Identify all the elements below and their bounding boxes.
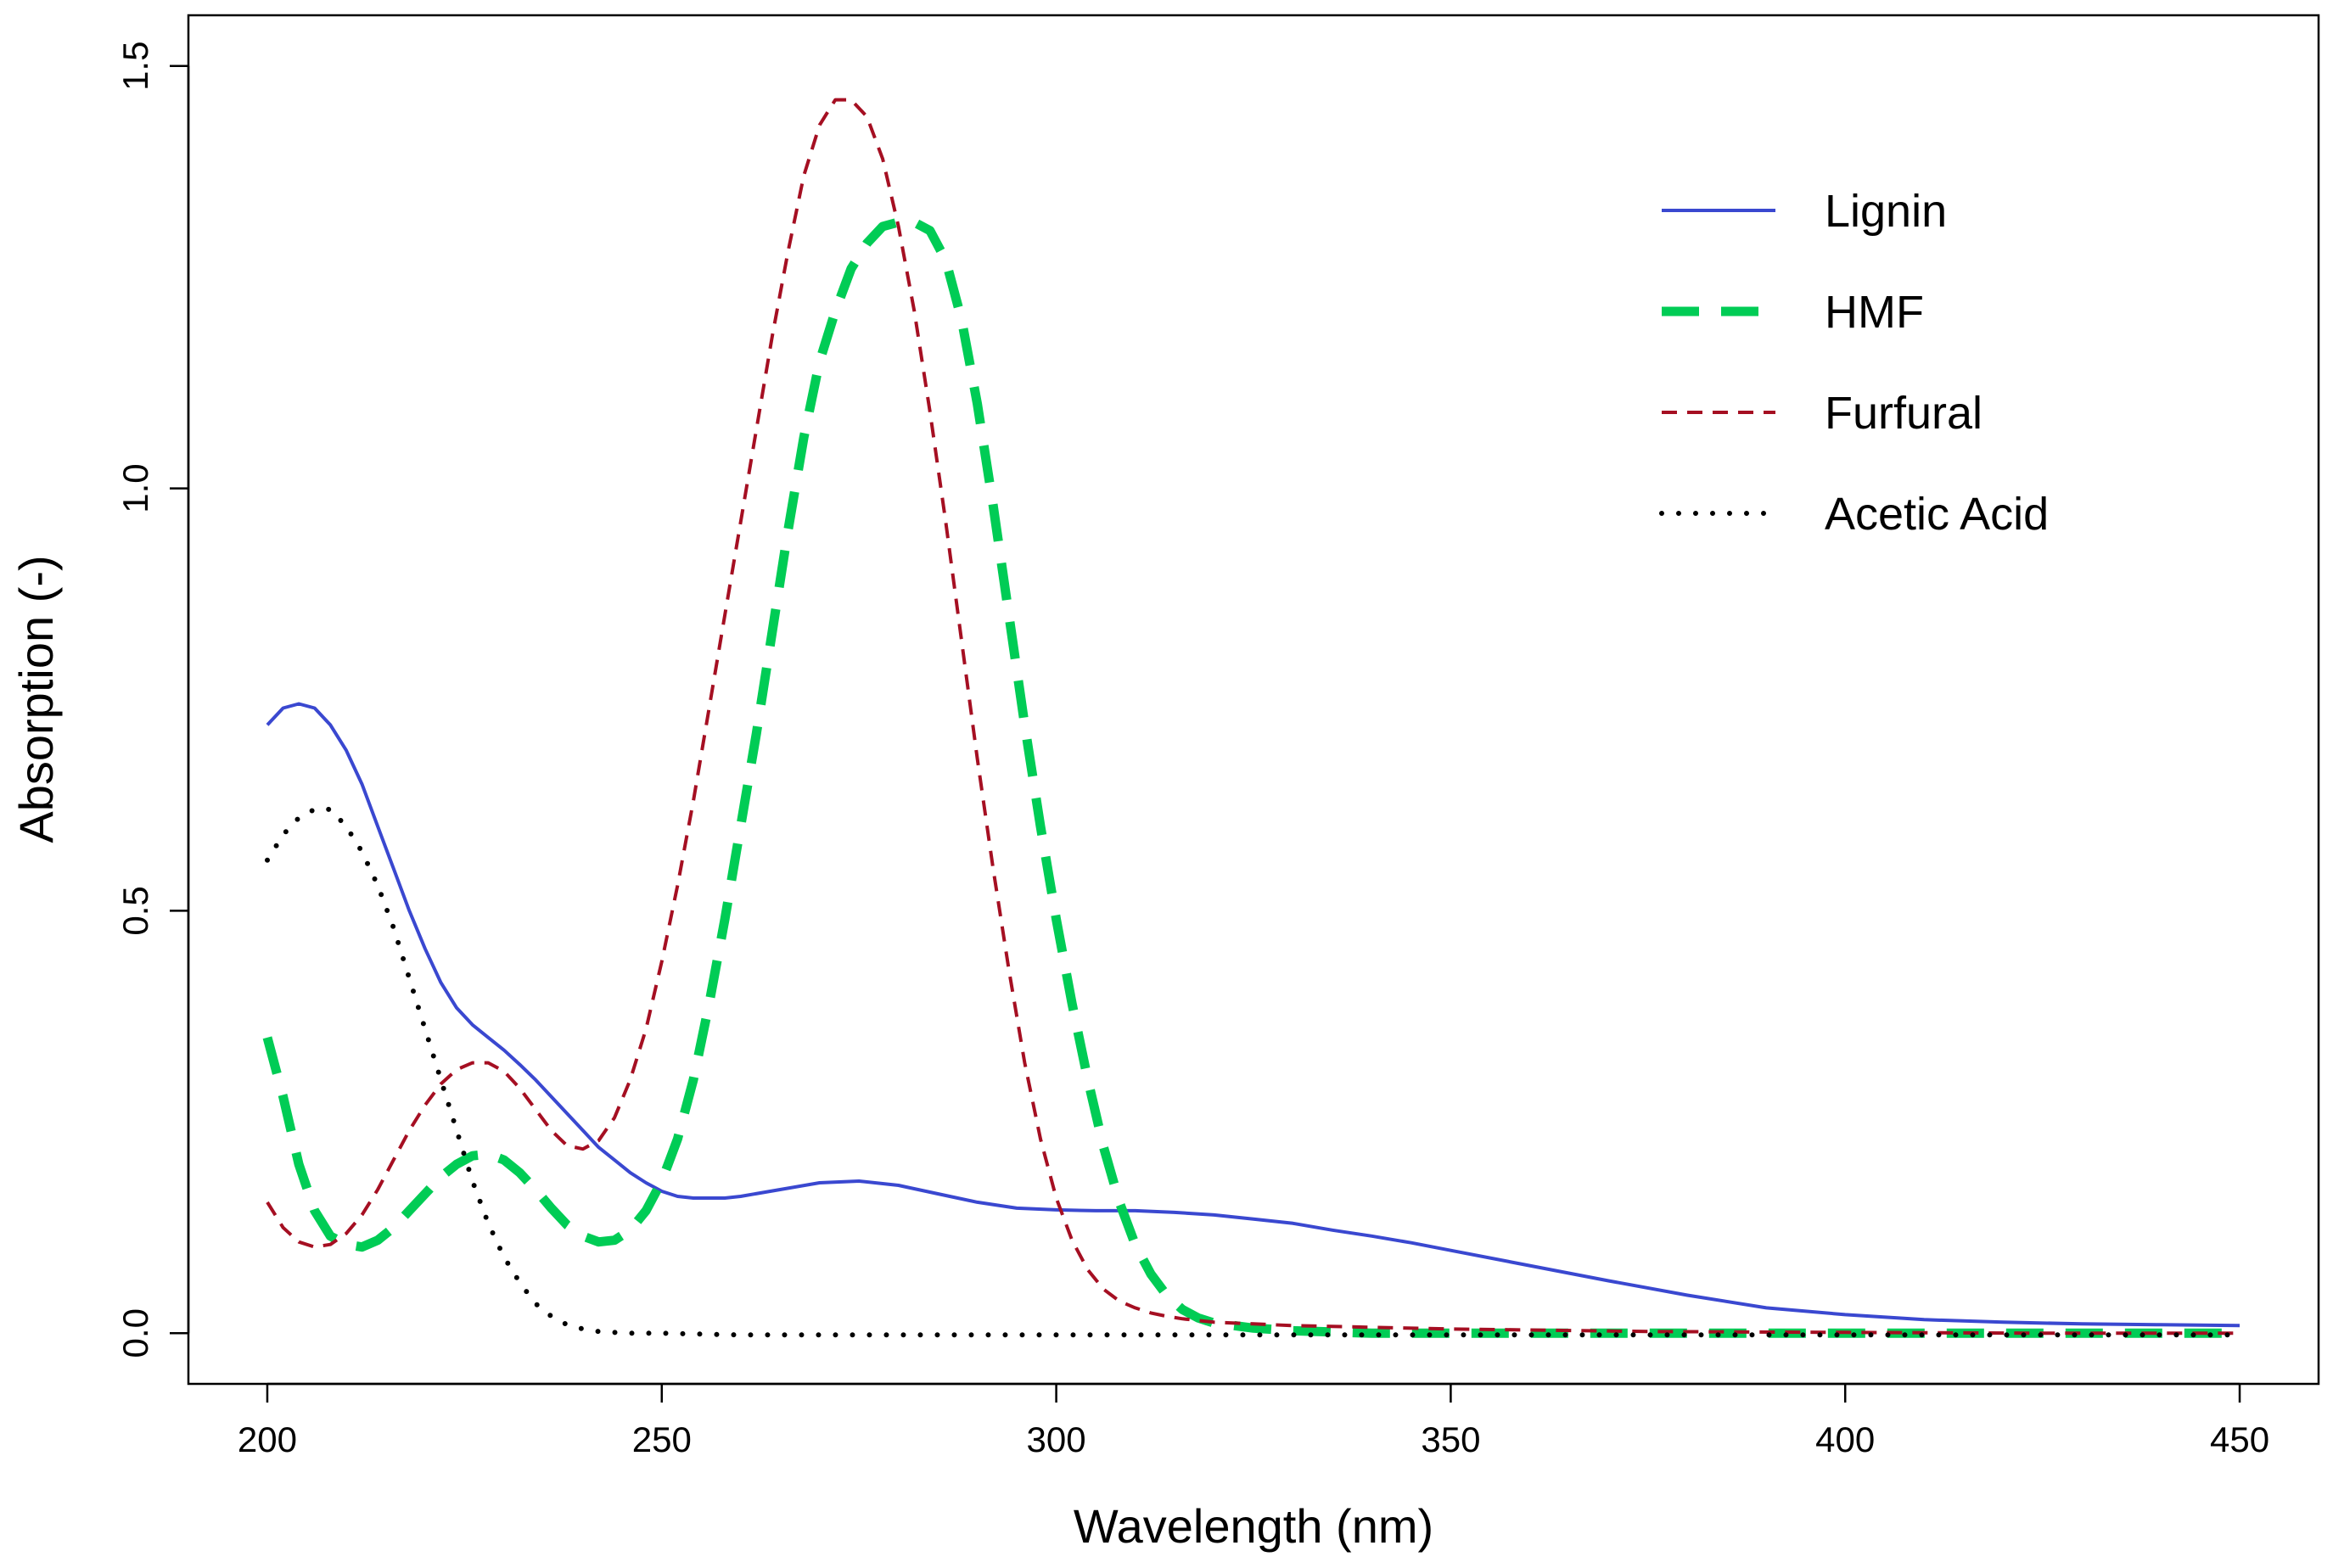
- y-tick-label: 1.5: [115, 42, 155, 91]
- y-tick-label: 1.0: [115, 463, 155, 512]
- y-tick-label: 0.0: [115, 1308, 155, 1358]
- series-lines: [262, 98, 2242, 1338]
- x-tick-label: 350: [1421, 1420, 1480, 1459]
- legend-label-lignin: Lignin: [1825, 186, 1947, 237]
- legend-label-furfural: Furfural: [1825, 388, 1982, 439]
- legend: Lignin HMF Furfural Acetic Acid: [1659, 186, 2049, 540]
- series-line-hmf: [262, 217, 2240, 1338]
- axes: 200 250 300 350 400 450 0.0 0.5 1.0 1.5: [115, 42, 2269, 1459]
- series-line-furfural: [266, 98, 2240, 1336]
- x-tick-label: 400: [1815, 1420, 1875, 1459]
- legend-label-hmf: HMF: [1825, 287, 1924, 338]
- legend-label-acetic-acid: Acetic Acid: [1825, 489, 2049, 540]
- y-tick-label: 0.5: [115, 886, 155, 935]
- x-tick-label: 250: [632, 1420, 692, 1459]
- x-axis-title: Wavelength (nm): [1074, 1499, 1433, 1553]
- y-axis-title: Absorption (-): [9, 555, 63, 843]
- x-tick-label: 300: [1027, 1420, 1086, 1459]
- series-line-lignin: [266, 702, 2240, 1328]
- x-tick-label: 200: [238, 1420, 297, 1459]
- x-tick-label: 450: [2210, 1420, 2269, 1459]
